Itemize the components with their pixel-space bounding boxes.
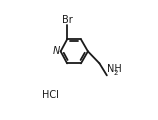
- Text: N: N: [52, 46, 60, 56]
- Text: HCl: HCl: [42, 90, 59, 100]
- Text: Br: Br: [62, 15, 73, 25]
- Text: 2: 2: [114, 70, 118, 76]
- Text: NH: NH: [107, 64, 122, 74]
